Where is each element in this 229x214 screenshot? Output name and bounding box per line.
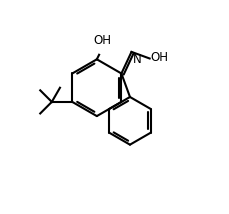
- Text: OH: OH: [93, 34, 111, 47]
- Text: OH: OH: [150, 51, 168, 64]
- Text: N: N: [132, 53, 141, 66]
